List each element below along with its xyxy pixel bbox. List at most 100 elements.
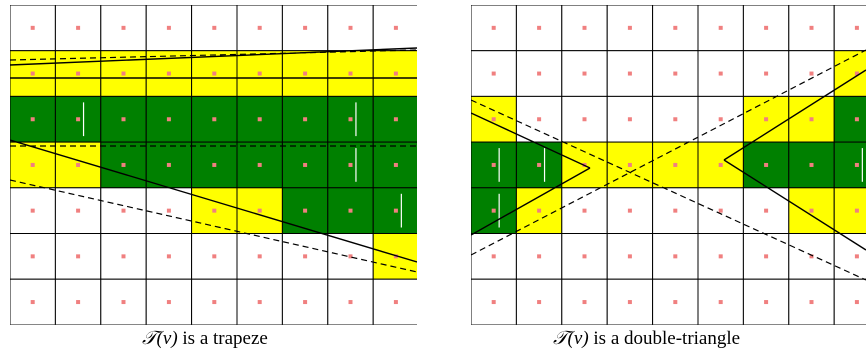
cell-center-dot	[537, 25, 542, 30]
dashed-boundary-line	[471, 49, 866, 256]
cell-center-dot	[257, 117, 262, 122]
cell-center-dot	[76, 25, 81, 30]
cell-center-dot	[718, 162, 723, 167]
cell-center-dot	[212, 208, 217, 213]
cell-center-dot	[166, 208, 171, 213]
solid-boundary-line	[723, 159, 866, 251]
cell-center-dot	[809, 71, 814, 76]
cell-center-dot	[30, 117, 35, 122]
cell-center-dot	[718, 254, 723, 259]
cell-center-dot	[166, 162, 171, 167]
cell-center-dot	[303, 71, 308, 76]
cell-center-dot	[582, 208, 587, 213]
cell-center-dot	[764, 300, 769, 305]
cell-center-dot	[854, 300, 859, 305]
cell-center-dot	[393, 71, 398, 76]
cell-center-dot	[809, 208, 814, 213]
cell-center-dot	[166, 117, 171, 122]
cell-center-dot	[627, 208, 632, 213]
cell-center-dot	[764, 208, 769, 213]
grid-cell	[561, 233, 608, 280]
cell-center-dot	[718, 71, 723, 76]
cell-center-dot	[537, 254, 542, 259]
cell-center-dot	[30, 25, 35, 30]
cell-center-dot	[348, 117, 353, 122]
trapeze-caption-math: 𝒯(v)	[142, 328, 178, 349]
grid-cell	[697, 95, 744, 143]
grid-cell	[833, 187, 866, 235]
cell-center-dot	[166, 25, 171, 30]
grid-cell	[281, 50, 329, 97]
cell-center-dot	[393, 25, 398, 30]
cell-center-dot	[809, 25, 814, 30]
cell-center-dot	[627, 25, 632, 30]
cell-center-dot	[854, 71, 859, 76]
cell-center-dot	[537, 117, 542, 122]
cell-center-dot	[76, 117, 81, 122]
cell-center-dot	[303, 208, 308, 213]
cell-center-dot	[673, 117, 678, 122]
cell-center-dot	[166, 254, 171, 259]
cell-center-dot	[809, 162, 814, 167]
cell-center-dot	[393, 208, 398, 213]
solid-boundary-line	[471, 112, 591, 169]
cell-center-dot	[76, 300, 81, 305]
cell-center-dot	[718, 117, 723, 122]
cell-center-dot	[537, 300, 542, 305]
cell-center-dot	[491, 208, 496, 213]
double-triangle-caption: 𝒯(v) is a double-triangle	[553, 328, 740, 350]
cell-center-dot	[348, 208, 353, 213]
cell-center-dot	[673, 25, 678, 30]
trapeze-panel	[10, 5, 417, 325]
grid-cell	[833, 278, 866, 325]
cell-center-dot	[537, 208, 542, 213]
cell-center-dot	[303, 254, 308, 259]
dashed-boundary-line	[471, 99, 866, 281]
cell-center-dot	[491, 117, 496, 122]
cell-center-dot	[627, 254, 632, 259]
cell-center-dot	[166, 71, 171, 76]
cell-center-dot	[393, 300, 398, 305]
trapeze-caption-text: is a trapeze	[177, 328, 268, 349]
cell-center-dot	[303, 162, 308, 167]
cell-center-dot	[764, 25, 769, 30]
cell-center-dot	[348, 254, 353, 259]
cell-center-dot	[809, 254, 814, 259]
double-triangle-panel	[471, 5, 866, 325]
cell-center-dot	[303, 25, 308, 30]
cell-center-dot	[718, 300, 723, 305]
cell-center-dot	[348, 25, 353, 30]
cell-center-dot	[764, 71, 769, 76]
grid-cell	[833, 5, 866, 52]
double-triangle-caption-text: is a double-triangle	[588, 328, 741, 349]
cell-center-dot	[121, 117, 126, 122]
cell-center-dot	[121, 162, 126, 167]
cell-center-dot	[121, 254, 126, 259]
cell-center-dot	[212, 162, 217, 167]
grid-cell	[833, 50, 866, 97]
cell-center-dot	[582, 300, 587, 305]
cell-center-dot	[491, 25, 496, 30]
cell-center-dot	[491, 254, 496, 259]
cell-center-dot	[212, 71, 217, 76]
cell-center-dot	[854, 162, 859, 167]
solid-boundary-line	[10, 139, 417, 263]
cell-center-dot	[30, 208, 35, 213]
cell-center-dot	[30, 300, 35, 305]
cell-center-dot	[257, 254, 262, 259]
cell-center-dot	[491, 162, 496, 167]
cell-center-dot	[627, 300, 632, 305]
cell-center-dot	[582, 25, 587, 30]
cell-center-dot	[257, 162, 262, 167]
cell-center-dot	[854, 25, 859, 30]
cell-center-dot	[348, 162, 353, 167]
cell-center-dot	[491, 71, 496, 76]
cell-center-dot	[76, 162, 81, 167]
cell-center-dot	[257, 25, 262, 30]
cell-center-dot	[121, 208, 126, 213]
cell-center-dot	[212, 117, 217, 122]
cell-center-dot	[348, 300, 353, 305]
cell-center-dot	[854, 254, 859, 259]
cell-center-dot	[121, 300, 126, 305]
solid-boundary-line	[723, 69, 866, 161]
